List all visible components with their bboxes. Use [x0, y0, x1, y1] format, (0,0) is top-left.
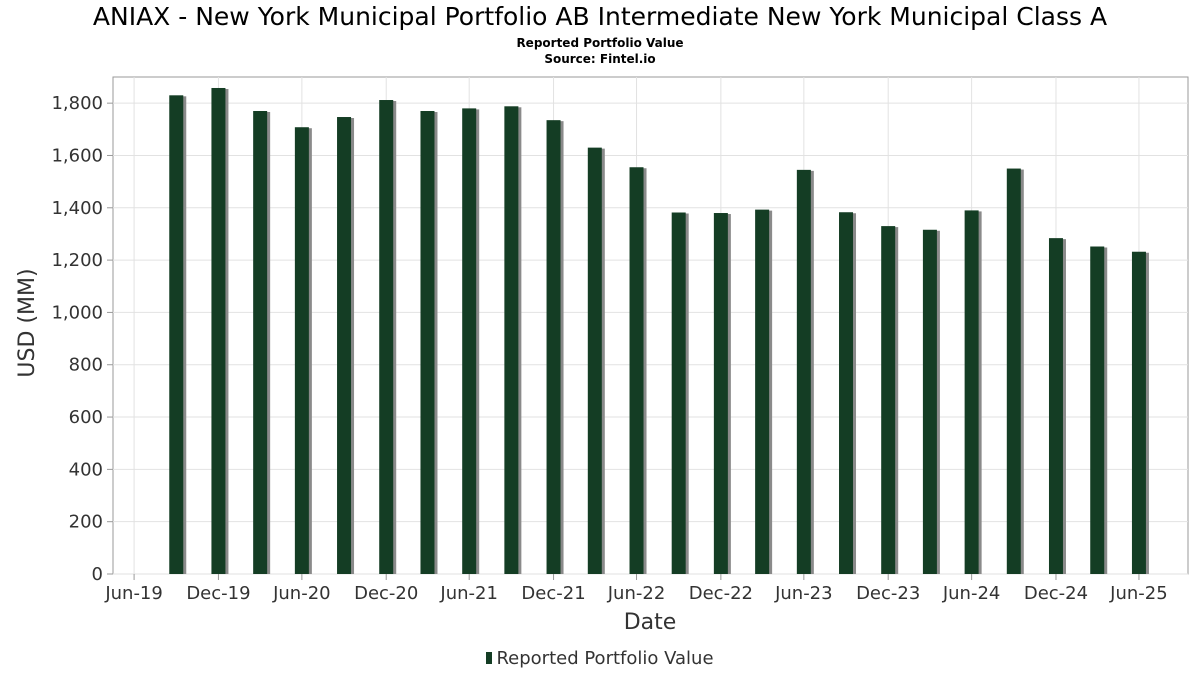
bars [169, 87, 1149, 575]
y-tick-label: 1,400 [51, 198, 103, 219]
x-tick-label: Dec-23 [856, 583, 920, 604]
y-tick-label: 1,600 [51, 145, 103, 166]
x-tick-label: Dec-19 [186, 583, 250, 604]
chart-source: Source: Fintel.io [544, 52, 656, 66]
bar [713, 213, 728, 574]
bar [211, 87, 226, 574]
bar [337, 117, 352, 574]
y-axis-title: USD (MM) [15, 268, 40, 377]
bar [546, 120, 561, 575]
y-tick-label: 800 [69, 355, 103, 376]
legend: Reported Portfolio Value [0, 648, 1200, 669]
bar [881, 226, 896, 574]
plot-area [112, 76, 1189, 575]
y-axis-ticks: 0 200 400 600 800 1,000 1,200 1,400 1,600 1,800 [51, 93, 113, 585]
x-tick-label: Dec-22 [689, 583, 753, 604]
bar [1131, 251, 1146, 574]
x-tick-label: Jun-23 [774, 583, 833, 604]
bar [629, 167, 644, 574]
x-tick-label: Jun-19 [104, 583, 163, 604]
x-tick-label: Jun-21 [439, 583, 498, 604]
bar [1090, 246, 1105, 574]
x-tick-label: Dec-20 [354, 583, 418, 604]
x-tick-label: Jun-25 [1109, 583, 1168, 604]
bar [922, 229, 937, 575]
y-tick-label: 600 [69, 407, 103, 428]
x-tick-label: Jun-22 [607, 583, 666, 604]
y-tick-label: 1,800 [51, 93, 103, 114]
y-tick-label: 400 [69, 459, 103, 480]
bar [1048, 238, 1063, 574]
chart-title: ANIAX - New York Municipal Portfolio AB … [92, 2, 1108, 31]
bar [671, 212, 686, 574]
y-tick-label: 0 [92, 564, 103, 585]
bar [169, 95, 184, 575]
x-axis-title: Date [624, 610, 677, 635]
x-tick-label: Jun-20 [272, 583, 331, 604]
chart-subtitle: Reported Portfolio Value [516, 36, 684, 50]
bar [587, 147, 602, 574]
bar [504, 106, 519, 574]
x-tick-label: Dec-21 [521, 583, 585, 604]
bar [1006, 168, 1021, 575]
bar [462, 108, 477, 575]
bar [294, 127, 309, 575]
bar [420, 111, 435, 575]
bar [253, 111, 268, 575]
bar [839, 212, 854, 574]
y-tick-label: 200 [69, 512, 103, 533]
y-tick-label: 1,000 [51, 302, 103, 323]
bar [379, 100, 394, 574]
legend-label: Reported Portfolio Value [496, 648, 714, 669]
bar [755, 209, 770, 574]
x-tick-label: Dec-24 [1024, 583, 1088, 604]
bar [964, 210, 979, 574]
x-tick-label: Jun-24 [942, 583, 1001, 604]
y-tick-label: 1,200 [51, 250, 103, 271]
legend-swatch [486, 652, 493, 664]
x-axis-ticks: Jun-19 Dec-19 Jun-20 Dec-20 Jun-21 Dec-21 Jun-… [104, 574, 1168, 604]
bar [796, 169, 811, 574]
